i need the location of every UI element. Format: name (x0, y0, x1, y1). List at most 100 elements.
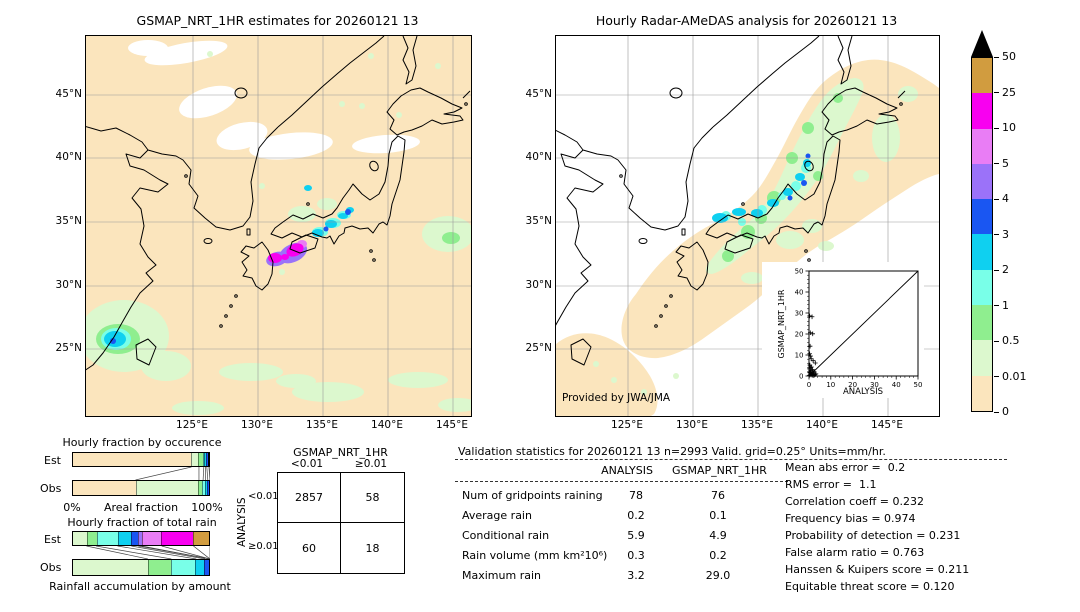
bar-segment-cyan (117, 532, 132, 545)
score-value: 0.211 (937, 563, 970, 576)
map2-lon-135: 135°E (741, 419, 773, 431)
scatter-point (813, 360, 818, 366)
score-line: Equitable threat score = 0.120 (785, 580, 954, 593)
contingency-row-header-lt: <0.01 (248, 491, 279, 502)
stats-row-analysis-value: 78 (629, 489, 643, 502)
occurrence-axis-right: 100% (191, 501, 223, 514)
colorbar-tick-label: 0.01 (994, 370, 1027, 383)
bar-segment-palegreen (73, 560, 148, 575)
colorbar-segment (972, 375, 992, 411)
scatter-point (810, 358, 816, 363)
scatter-point (807, 370, 812, 375)
scatter-ytick-label: 20 (795, 331, 804, 339)
score-label: Frequency bias = (785, 512, 881, 525)
contingency-col-header-lt: <0.01 (290, 458, 324, 470)
score-line: RMS error = 1.1 (785, 478, 876, 491)
map1-lat-35: 35°N (55, 215, 82, 227)
score-value: 1.1 (858, 478, 877, 491)
score-value: 0.232 (892, 495, 925, 508)
scatter-point (813, 371, 819, 377)
map1-gridlines (86, 36, 471, 416)
score-value: 0.2 (887, 461, 906, 474)
stats-divider-top (455, 459, 1007, 460)
bar-segment-green (87, 532, 97, 545)
stats-row-label: Conditional rain (462, 529, 550, 542)
map2-lon-145: 145°E (871, 419, 903, 431)
score-value: 0.763 (892, 546, 925, 559)
stats-row-gsmap-value: 0.2 (709, 549, 727, 562)
bar-segment-green (198, 453, 203, 466)
stats-col-analysis: ANALYSIS (601, 464, 653, 477)
map1-lon-135: 135°E (306, 419, 338, 431)
bar-segment-peach (73, 481, 136, 495)
scatter-xtick-label: 20 (848, 381, 857, 389)
occurrence-axis-label: Areal fraction (103, 501, 179, 514)
colorbar-tick-label: 3 (994, 228, 1009, 241)
map2-lon-140: 140°E (806, 419, 838, 431)
scatter-point (808, 353, 813, 359)
data-credit: Provided by JWA/JMA (562, 392, 671, 404)
bar-segment-cyan (195, 560, 205, 575)
map2-lat-30: 30°N (525, 279, 552, 291)
scatter-xtick-label: 30 (870, 381, 879, 389)
stats-row-label: Average rain (462, 509, 532, 522)
scatter-ylabel: GSMAP_NRT_1HR (777, 289, 786, 358)
score-label: RMS error = (785, 478, 852, 491)
colorbar-tick-label: 2 (994, 263, 1009, 276)
colorbar-segment (972, 305, 992, 341)
score-label: Hanssen & Kuipers score = (785, 563, 935, 576)
stats-col-gsmap: GSMAP_NRT_1HR (672, 464, 767, 477)
stats-row-label: Maximum rain (462, 569, 541, 582)
scatter-point (807, 313, 812, 319)
score-line: Mean abs error = 0.2 (785, 461, 905, 474)
map2-lon-125: 125°E (611, 419, 643, 431)
bar-segment-cyan (204, 453, 206, 466)
totalrain-est-bar (72, 531, 210, 546)
scatter-ytick-label: 10 (795, 352, 804, 360)
bar-segment-tan (192, 532, 209, 545)
totalrain-est-label: Est (44, 533, 61, 546)
colorbar-segment (972, 128, 992, 164)
contingency-cell-hit: 18 (365, 541, 380, 555)
bar-segment-blue (131, 532, 139, 545)
scatter-point (809, 314, 815, 320)
contingency-col-header-ge: ≥0.01 (354, 458, 388, 470)
map1-lon-145: 145°E (436, 419, 468, 431)
colorbar-segment (972, 163, 992, 200)
bar-segment-blue (206, 481, 209, 495)
bar-segment-palegreen (135, 481, 199, 495)
stats-row-analysis-value: 0.3 (627, 549, 645, 562)
occurrence-obs-bar (72, 480, 210, 496)
bar-segment-palegreen (73, 532, 88, 545)
scatter-point (807, 343, 813, 349)
colorbar-segment (972, 340, 992, 376)
score-line: False alarm ratio = 0.763 (785, 546, 924, 559)
colorbar-tick-label: 1 (994, 299, 1009, 312)
totalrain-footer: Rainfall accumulation by amount (49, 580, 231, 593)
bar-segment-blue (204, 560, 209, 575)
score-label: Mean abs error = (785, 461, 881, 474)
score-value: 0.231 (928, 529, 961, 542)
stats-row-analysis-value: 3.2 (627, 569, 645, 582)
colorbar-over-arrow (971, 30, 993, 57)
colorbar-tick-label: 10 (994, 121, 1016, 134)
map2-title: Hourly Radar-AMeDAS analysis for 2026012… (595, 13, 898, 28)
occurrence-est-bar (72, 452, 210, 467)
bar-segment-aqua (202, 481, 205, 495)
scatter-inset: 00 10 10 20 20 30 30 40 40 50 50 GSMAP_NRT_1HR ANA… (762, 262, 924, 398)
bar-segment-peach (73, 453, 191, 466)
scatter-xtick-label: 50 (914, 381, 923, 389)
map1-lat-25: 25°N (55, 342, 82, 354)
occurrence-est-label: Est (44, 454, 61, 467)
map1-title: GSMAP_NRT_1HR estimates for 20260121 13 (136, 13, 419, 28)
scatter-axis-ticks: 00 10 10 20 20 30 30 40 40 50 50 (795, 268, 923, 390)
colorbar-segment (972, 199, 992, 235)
stats-row-label: Num of gridpoints raining (462, 489, 603, 502)
occurrence-chart-title: Hourly fraction by occurence (62, 436, 222, 449)
scatter-point (812, 372, 818, 377)
stats-row-label: Rain volume (mm km²10⁶) (462, 549, 608, 562)
contingency-cell-false: 58 (341, 473, 404, 523)
score-label: Equitable threat score = (785, 580, 920, 593)
contingency-group-label: GSMAP_NRT_1HR (293, 446, 388, 459)
